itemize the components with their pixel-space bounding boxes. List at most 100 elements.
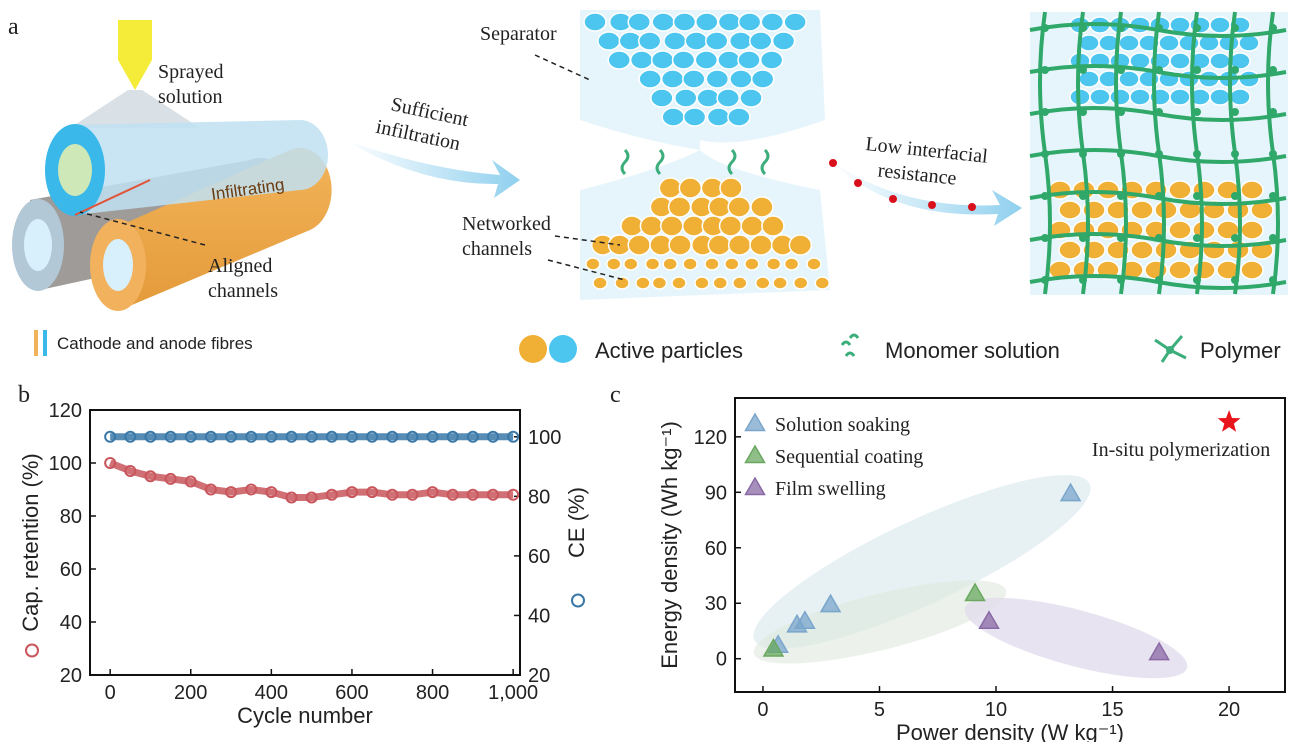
x-axis-label: Power density (W kg⁻¹) (896, 720, 1124, 742)
particle (639, 70, 661, 88)
x-axis-label: Cycle number (237, 703, 373, 728)
particle (728, 108, 750, 126)
particle (669, 235, 691, 255)
node (1117, 276, 1125, 284)
particle (794, 277, 808, 289)
particle (708, 235, 730, 255)
legend-label: Film swelling (775, 478, 886, 500)
particle (789, 235, 811, 255)
particle (1059, 201, 1081, 219)
particle (773, 32, 795, 50)
ion (854, 179, 862, 187)
legend-marker (746, 478, 765, 495)
node (1079, 108, 1087, 116)
particle (675, 89, 697, 107)
particle (785, 258, 799, 270)
legend-label: Solution soaking (775, 414, 910, 436)
x-tick-label: 800 (416, 682, 449, 704)
particle (1059, 241, 1081, 259)
nozzle (118, 20, 152, 90)
x-tick-label: 10 (985, 699, 1007, 721)
y-tick-label: 100 (49, 453, 82, 475)
particle (593, 277, 607, 289)
fibre-core (24, 219, 52, 271)
particle (621, 216, 643, 236)
particle (713, 277, 727, 289)
particle (685, 32, 707, 50)
y-tick-label: 120 (49, 400, 82, 422)
particle (662, 108, 684, 126)
particle (639, 32, 661, 50)
particle (669, 197, 691, 217)
x-tick-label: 20 (1218, 699, 1240, 721)
particle (807, 258, 821, 270)
particle (728, 197, 750, 217)
y-tick-label: 90 (705, 482, 727, 504)
x-tick-label: 5 (874, 699, 885, 721)
particle (673, 13, 695, 31)
particle (608, 51, 630, 69)
particle (695, 51, 717, 69)
legend-marker (746, 414, 765, 431)
node (1041, 276, 1049, 284)
particle (663, 258, 677, 270)
legend-label: Sequential coating (775, 446, 923, 468)
particle (707, 108, 729, 126)
particle (767, 258, 781, 270)
y-tick-label: 120 (694, 427, 727, 449)
x-tick-label: 0 (757, 699, 768, 721)
node (1117, 192, 1125, 200)
particle (1097, 181, 1119, 199)
legend-swatch (34, 330, 38, 356)
annotation: In-situ polymerization (1092, 439, 1270, 461)
y-axis-label: Cap. retention (%) (18, 453, 43, 632)
legend-label: Cathode and anode fibres (57, 334, 253, 353)
y2-tick-label: 80 (528, 486, 550, 508)
fibre-core (58, 144, 92, 196)
ion (928, 201, 936, 209)
particle (1131, 201, 1153, 219)
star-marker (1218, 410, 1241, 432)
node (1041, 234, 1049, 242)
particle (640, 216, 662, 236)
node (1041, 24, 1049, 32)
legend-label: Active particles (595, 338, 743, 363)
y-tick-label: 60 (705, 538, 727, 560)
particle (664, 32, 686, 50)
particle (740, 89, 762, 107)
particle (761, 13, 783, 31)
label: Separator (480, 23, 557, 45)
particle (661, 216, 683, 236)
particle (773, 277, 787, 289)
y-tick-label: 60 (60, 559, 82, 581)
node (1079, 276, 1087, 284)
particle (1119, 35, 1139, 51)
y-tick-label: 40 (60, 612, 82, 634)
panel-label: a (8, 14, 19, 40)
particle (1170, 89, 1190, 105)
plot-frame (90, 410, 520, 675)
particle (1169, 221, 1191, 239)
y2-tick-label: 40 (528, 605, 550, 627)
particle (720, 216, 742, 236)
panel-label: c (610, 382, 621, 408)
particle (1090, 89, 1110, 105)
particle (719, 13, 741, 31)
y2-axis-label: CE (%) (564, 487, 589, 558)
legend-swatch (1166, 346, 1174, 354)
particle (652, 13, 674, 31)
figure: a b c Sprayedsolution Infiltrating Align… (0, 0, 1296, 742)
particle (652, 277, 666, 289)
node (1117, 150, 1125, 158)
particle (1241, 261, 1263, 279)
node (1155, 234, 1163, 242)
particle (1169, 181, 1191, 199)
particle (1241, 181, 1263, 199)
particle (761, 51, 783, 69)
particle (1159, 35, 1179, 51)
particle (636, 277, 650, 289)
particle (752, 70, 774, 88)
legend-marker (572, 595, 584, 607)
